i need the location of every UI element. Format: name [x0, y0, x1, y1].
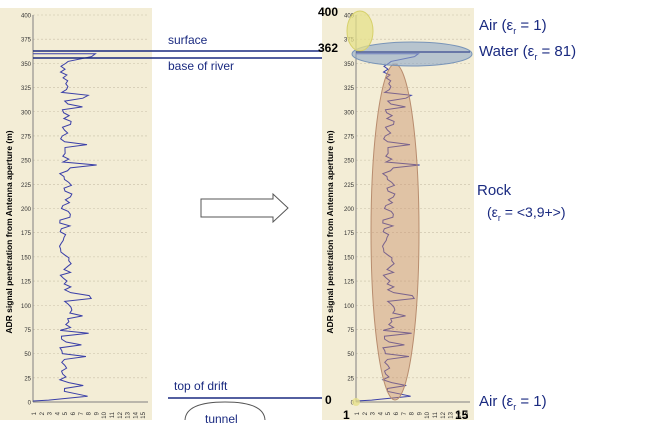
left-x-tick-label: 1	[32, 411, 38, 415]
left-y-tick-label: 0	[28, 401, 32, 407]
right-chart: 0255075100125150175200225250275300325350…	[322, 8, 474, 420]
left-chart-trace	[32, 53, 97, 402]
left-y-tick-label: 400	[21, 14, 32, 20]
left-x-tick-label: 5	[63, 411, 69, 415]
left-y-tick-label: 325	[21, 86, 32, 92]
right-y-tick-label: 325	[344, 86, 355, 92]
right-x-tick-label: 2	[363, 411, 369, 415]
right-x-tick-label: 5	[386, 411, 392, 415]
water-text: Water (εr = 81)	[479, 43, 577, 62]
right-y-tick-label: 50	[347, 352, 354, 358]
air-bottom-ellipse	[352, 398, 360, 406]
right-x-tick-label: 3	[371, 411, 377, 415]
right-y-tick-label: 350	[344, 62, 355, 68]
right-y-tick-label: 75	[347, 328, 354, 334]
air-bottom-label: Air (εr = 1)	[479, 393, 547, 412]
right-x-tick-label: 7	[402, 411, 408, 415]
left-x-tick-label: 8	[87, 411, 93, 415]
right-y-tick-label: 175	[344, 231, 355, 237]
right-y-tick-label: 100	[344, 304, 355, 310]
left-x-tick-label: 14	[133, 411, 139, 418]
right-y-tick-label: 275	[344, 134, 355, 140]
right-x-tick-label: 11	[433, 411, 439, 418]
value-362-label: 362	[318, 41, 339, 55]
air-top-label: Air (εr = 1)	[479, 17, 547, 36]
right-x-tick-label: 9	[417, 411, 423, 415]
left-y-tick-label: 225	[21, 183, 32, 189]
tunnel-label: tunnel	[205, 412, 238, 426]
right-y-tick-label: 300	[344, 110, 355, 116]
left-y-tick-label: 275	[21, 134, 32, 140]
tunnel-outline	[184, 401, 266, 421]
x-min-label: 1	[343, 408, 350, 422]
left-chart-ylabel: ADR signal penetration from Antenna aper…	[4, 130, 14, 333]
left-x-tick-label: 2	[40, 411, 46, 415]
rock-eps-text: (εr = <3,9+>)	[487, 204, 566, 223]
left-x-tick-label: 4	[55, 411, 61, 415]
left-y-tick-label: 375	[21, 38, 32, 44]
x-max-label: 15	[455, 408, 469, 422]
air-top-text: Air (εr = 1)	[479, 17, 547, 36]
left-y-tick-label: 150	[21, 255, 32, 261]
air-top-ellipse	[346, 10, 374, 52]
left-chart-x-ticks: 1 2 3 4 5 6 7 8 9 10 11 12 13 14 15	[32, 411, 147, 418]
right-arrow	[200, 192, 289, 224]
right-x-tick-label: 12	[441, 411, 447, 418]
rock-ellipse	[370, 63, 420, 401]
right-x-tick-label: 8	[410, 411, 416, 415]
rock-eps-label: (εr = <3,9+>)	[487, 204, 566, 223]
left-y-tick-label: 25	[24, 376, 31, 382]
water-label: Water (εr = 81)	[479, 43, 576, 62]
left-y-tick-label: 300	[21, 110, 32, 116]
left-y-tick-label: 175	[21, 231, 32, 237]
right-x-tick-label: 14	[456, 411, 462, 418]
air-bottom-text: Air (εr = 1)	[479, 393, 547, 412]
right-y-tick-label: 150	[344, 255, 355, 261]
right-chart-ylabel: ADR signal penetration from Antenna aper…	[325, 130, 335, 333]
top-of-drift-label: top of drift	[174, 379, 228, 393]
value-0-label: 0	[325, 393, 332, 407]
right-y-tick-label: 400	[344, 14, 355, 20]
water-ellipse	[351, 41, 473, 67]
left-y-tick-label: 50	[24, 352, 31, 358]
right-y-tick-label: 250	[344, 159, 355, 165]
left-y-tick-label: 100	[21, 304, 32, 310]
right-x-tick-label: 15	[464, 411, 470, 418]
right-y-tick-label: 225	[344, 183, 355, 189]
left-x-tick-label: 7	[79, 411, 85, 415]
left-chart-y-ticks: 0 25 50 75 100 125 150 175 200 225 250 275 300 325 350…	[21, 14, 32, 407]
left-x-tick-label: 13	[126, 411, 132, 418]
left-chart-background	[0, 8, 152, 420]
right-x-tick-label: 1	[355, 411, 361, 415]
left-y-tick-label: 75	[24, 328, 31, 334]
left-y-tick-label: 200	[21, 207, 32, 213]
left-x-tick-label: 9	[94, 411, 100, 415]
right-chart-trace	[355, 53, 420, 402]
base-of-river-label: base of river	[168, 59, 235, 73]
right-x-tick-label: 4	[378, 411, 384, 415]
right-chart-background	[322, 8, 474, 420]
left-x-tick-label: 12	[118, 411, 124, 418]
left-x-tick-label: 3	[48, 411, 54, 415]
left-x-tick-label: 6	[71, 411, 77, 415]
surface-label: surface	[168, 33, 208, 47]
right-x-tick-label: 13	[449, 411, 455, 418]
value-400-label: 400	[318, 5, 339, 19]
right-y-tick-label: 200	[344, 207, 355, 213]
left-y-tick-label: 250	[21, 159, 32, 165]
right-chart-x-ticks: 1 2 3 4 5 6 7 8 9 10 11 12 13 14 15	[355, 411, 470, 418]
right-y-tick-label: 25	[347, 376, 354, 382]
right-x-tick-label: 6	[394, 411, 400, 415]
left-x-tick-label: 15	[141, 411, 147, 418]
left-x-tick-label: 10	[102, 411, 108, 418]
left-y-tick-label: 125	[21, 280, 32, 286]
left-chart: 0255075100125150175200225250275300325350…	[0, 8, 152, 420]
right-y-tick-label: 125	[344, 280, 355, 286]
left-y-tick-label: 350	[21, 62, 32, 68]
left-x-tick-label: 11	[110, 411, 116, 418]
rock-title-label: Rock	[477, 182, 512, 199]
right-x-tick-label: 10	[425, 411, 431, 418]
